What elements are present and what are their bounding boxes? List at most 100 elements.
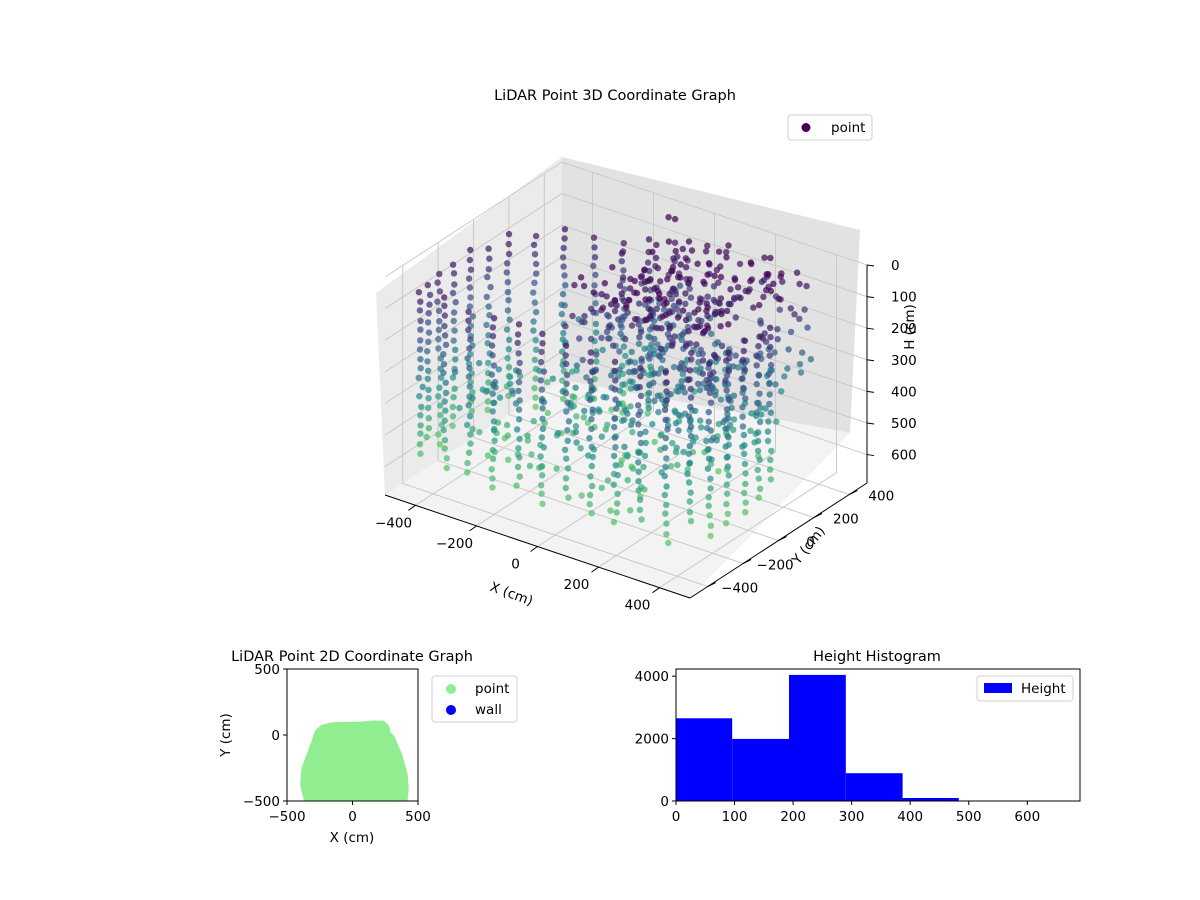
y-tick-label-3d: 200 [833, 512, 859, 528]
grid-line-z [561, 256, 868, 361]
point-3d [449, 261, 457, 268]
point-3d [739, 389, 746, 396]
point-3d [658, 325, 665, 332]
point-3d [740, 450, 748, 457]
point-3d [588, 443, 595, 451]
chart-3d-title: LiDAR Point 3D Coordinate Graph [494, 88, 736, 104]
point-3d [504, 288, 512, 296]
point-3d [563, 371, 571, 379]
point-3d [663, 299, 670, 306]
x-tick-label-3d: −200 [436, 536, 473, 552]
point-3d [435, 307, 443, 314]
point-3d [489, 446, 496, 454]
point-3d [483, 388, 490, 395]
point-3d [586, 396, 594, 404]
point-3d [489, 324, 497, 331]
point-3d [753, 380, 760, 388]
point-3d [632, 316, 639, 323]
point-3d [504, 432, 511, 439]
point-3d [774, 336, 781, 343]
point-3d [767, 324, 774, 331]
x-tick-label-2d: 500 [405, 809, 431, 825]
point-3d [756, 418, 764, 426]
point-3d [641, 266, 648, 273]
point-3d [611, 386, 619, 393]
point-3d [724, 463, 731, 470]
point-3d [440, 351, 447, 358]
point-3d [704, 324, 712, 332]
point-3d [664, 426, 671, 433]
point-3d [685, 280, 692, 287]
z-tick-mark-3d [866, 327, 875, 330]
point-3d [591, 282, 598, 289]
grid-line-z [384, 161, 563, 278]
point-3d [450, 317, 457, 325]
point-3d [664, 276, 671, 283]
point-3d [767, 409, 775, 416]
point-3d [468, 407, 475, 415]
point-3d [635, 321, 642, 328]
point-3d [567, 404, 574, 411]
point-3d [495, 366, 502, 373]
point-3d [564, 427, 571, 434]
point-3d [515, 368, 522, 375]
point-3d [686, 498, 693, 505]
point-3d [496, 394, 504, 401]
point-3d [564, 465, 572, 472]
point-3d [573, 362, 581, 369]
point-3d [441, 417, 448, 424]
point-3d [671, 333, 678, 340]
point-3d [730, 296, 738, 303]
point-3d [440, 426, 447, 434]
point-3d [611, 423, 618, 431]
point-3d [676, 282, 684, 289]
point-3d [742, 509, 749, 516]
point-3d [685, 413, 693, 420]
point-3d [723, 500, 730, 508]
point-3d [538, 386, 545, 393]
point-3d [692, 366, 699, 374]
point-3d [687, 403, 694, 411]
legend-2d: point wall [431, 675, 518, 723]
grid-line-z [561, 193, 868, 298]
point-3d [754, 429, 762, 436]
point-3d [628, 322, 636, 329]
point-3d [610, 481, 617, 488]
point-3d [561, 235, 568, 242]
point-3d [693, 341, 700, 348]
point-3d [450, 270, 458, 277]
point-3d [687, 423, 695, 430]
point-3d [675, 427, 682, 434]
point-3d [768, 447, 775, 455]
point-3d [696, 386, 704, 394]
point-3d [604, 477, 612, 484]
x-tick-label-hist: 600 [1014, 809, 1040, 825]
point-3d [774, 326, 781, 333]
point-3d [564, 437, 571, 444]
point-3d [490, 418, 498, 425]
point-3d [707, 427, 714, 434]
point-3d [571, 281, 578, 289]
point-3d [756, 390, 763, 397]
point-3d [562, 390, 570, 397]
point-3d [765, 370, 772, 378]
frame-hist [675, 668, 1081, 802]
ticks-3d: −400 −200 0 200 400 −400 −200 0 200 400 0 100 200 300… [375, 258, 917, 614]
point-3d [682, 316, 690, 324]
point-3d [761, 330, 768, 337]
point-3d [539, 405, 546, 412]
point-3d [714, 339, 721, 346]
point-3d [667, 462, 675, 470]
point-3d [756, 485, 764, 492]
point-3d [651, 397, 658, 405]
point-3d [682, 290, 689, 297]
point-3d [767, 361, 775, 369]
point-3d [603, 328, 611, 335]
point-3d [559, 290, 567, 298]
point-3d [506, 373, 514, 380]
point-3d [741, 489, 748, 497]
point-3d [609, 342, 617, 349]
point-3d [799, 349, 806, 356]
point-3d [645, 333, 652, 340]
point-3d [725, 415, 732, 422]
